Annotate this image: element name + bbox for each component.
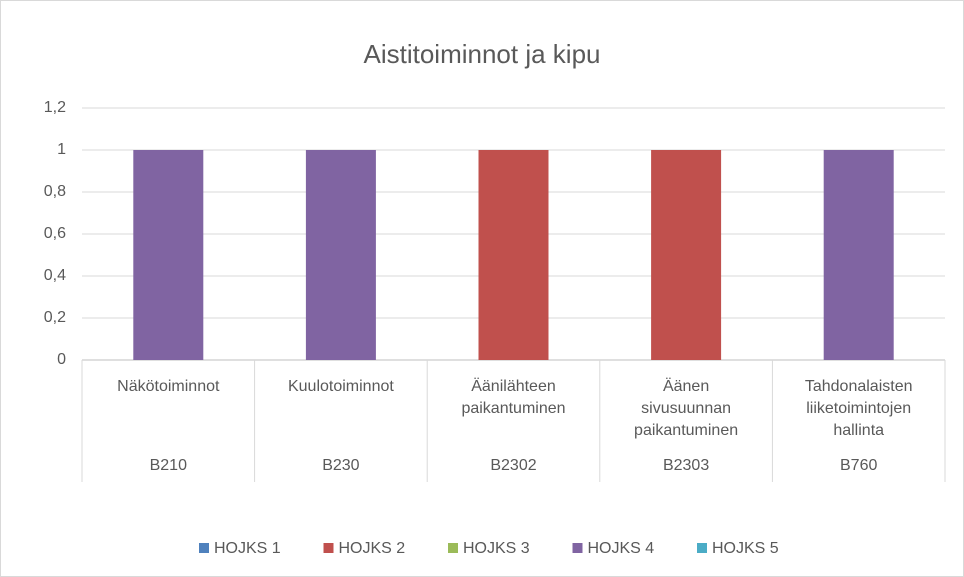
x-tick-label: Tahdonalaisten liiketoimintojen hallinta (804, 378, 913, 439)
x-group-label: B2303 (662, 457, 710, 474)
legend-swatch (572, 543, 583, 553)
y-tick-label: 0,8 (44, 183, 66, 200)
bar (823, 150, 894, 360)
x-group-label: B2302 (490, 457, 537, 474)
x-group-label: B210 (149, 457, 187, 474)
legend-label: HOJKS 3 (463, 540, 530, 557)
bar (478, 150, 549, 360)
legend-swatch (448, 543, 458, 553)
x-group-label: B230 (322, 457, 360, 474)
y-tick-label: 1 (57, 141, 66, 158)
x-tick-label: Äänen sivusuunnan paikantuminen (634, 378, 739, 439)
y-tick-label: 0,4 (44, 267, 66, 284)
x-tick-label: Äänilähteen paikantuminen (461, 378, 566, 417)
y-tick-label: 0,6 (44, 225, 66, 242)
x-tick-label: Näkötoiminnot (117, 378, 220, 395)
y-tick-label: 0 (57, 351, 66, 368)
legend-label: HOJKS 4 (588, 540, 655, 557)
legend-swatch (697, 543, 707, 553)
y-tick-label: 1,2 (44, 99, 66, 116)
x-tick-label: Kuulotoiminnot (287, 378, 394, 395)
legend-swatch (323, 543, 334, 553)
y-tick-label: 0,2 (44, 309, 66, 326)
x-group-label: B760 (840, 457, 878, 474)
legend-label: HOJKS 5 (712, 540, 779, 557)
bar (133, 150, 204, 360)
legend-swatch (199, 543, 209, 553)
bar (305, 150, 376, 360)
bar (651, 150, 722, 360)
legend-label: HOJKS 1 (214, 540, 281, 557)
legend-label: HOJKS 2 (339, 540, 406, 557)
chart-title: Aistitoiminnot ja kipu (364, 39, 601, 69)
